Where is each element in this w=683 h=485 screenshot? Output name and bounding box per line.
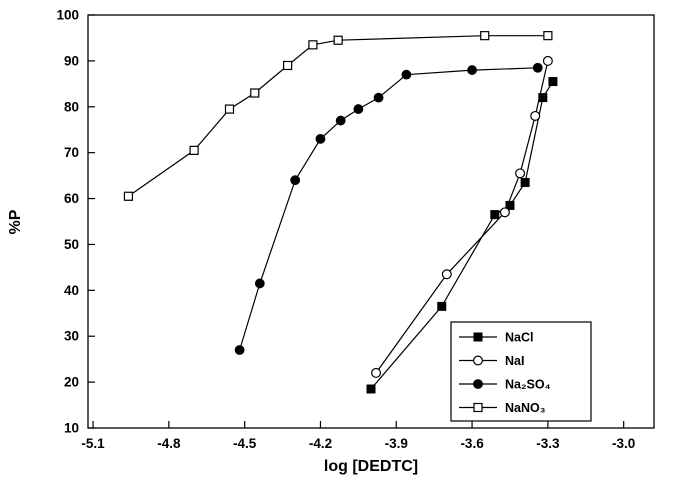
series-marker-nacl (505, 200, 515, 210)
series-marker-nano (189, 145, 199, 155)
y-tick-label: 10 (64, 421, 79, 436)
series-marker-naso (335, 115, 346, 126)
plot-frame (87, 14, 655, 429)
series-marker-naso (467, 65, 477, 75)
series-marker-naso (401, 69, 412, 80)
y-tick-label: 70 (64, 145, 79, 160)
series-marker-naso (315, 134, 326, 144)
series-marker-nano (308, 40, 318, 50)
series-marker-naso (234, 345, 245, 355)
series-marker-nano (543, 31, 553, 41)
y-tick-label: 90 (64, 53, 79, 68)
series-marker-nai (441, 269, 452, 280)
series-marker-nano (123, 191, 134, 201)
y-tick-label: 40 (64, 283, 79, 298)
y-tick-label: 20 (64, 375, 79, 390)
legend-label-naso: Na₂SO₄ (505, 378, 551, 392)
series-marker-nacl (548, 77, 558, 87)
series-marker-nai (499, 207, 510, 218)
y-tick-label: 30 (64, 329, 79, 344)
y-tick-label: 100 (56, 8, 79, 23)
series-line-nano (128, 35, 548, 197)
legend-marker-naso (473, 379, 483, 389)
x-axis-label: log [DEDTC] (324, 458, 418, 475)
series-marker-naso (353, 104, 364, 114)
series-marker-nai (542, 55, 553, 66)
y-tick-label: 60 (64, 191, 79, 206)
x-tick-label: -5.1 (81, 436, 105, 451)
legend-label-nano: NaNO₃ (505, 401, 546, 415)
x-tick-label: -4.5 (233, 436, 257, 451)
series-marker-nai (530, 110, 541, 121)
series-line-nai (375, 60, 549, 374)
y-tick-label: 80 (64, 99, 79, 114)
series-marker-nano (283, 60, 293, 71)
series-marker-nai (515, 168, 526, 179)
x-tick-label: -3.0 (612, 436, 635, 451)
series-marker-naso (290, 175, 301, 186)
series-marker-nano (480, 31, 490, 41)
legend-marker-nacl (473, 332, 483, 342)
series-marker-nacl (366, 384, 376, 394)
series-marker-nano (224, 104, 235, 114)
series-line-naso (239, 67, 538, 351)
legend-label-nacl: NaCl (505, 331, 533, 345)
legend-label-nai: NaI (505, 354, 524, 368)
x-tick-label: -3.9 (385, 436, 408, 451)
x-tick-label: -4.2 (309, 436, 332, 451)
series-marker-naso (254, 278, 265, 289)
legend-marker-nano (473, 402, 483, 413)
x-tick-label: -3.3 (536, 436, 560, 451)
series-marker-nacl (437, 301, 447, 311)
series-marker-naso (532, 62, 543, 73)
series-marker-naso (373, 92, 384, 103)
x-tick-label: -3.6 (460, 436, 484, 451)
series-marker-nai (371, 367, 382, 378)
y-tick-label: 50 (64, 237, 79, 252)
series-marker-nacl (490, 210, 500, 220)
series-marker-nacl (538, 93, 548, 103)
legend-marker-nai (473, 355, 484, 366)
series-marker-nano (250, 88, 260, 98)
series-marker-nacl (520, 177, 530, 187)
y-axis-label: %P (7, 209, 24, 234)
x-tick-label: -4.8 (157, 436, 181, 451)
series-marker-nano (333, 35, 343, 45)
